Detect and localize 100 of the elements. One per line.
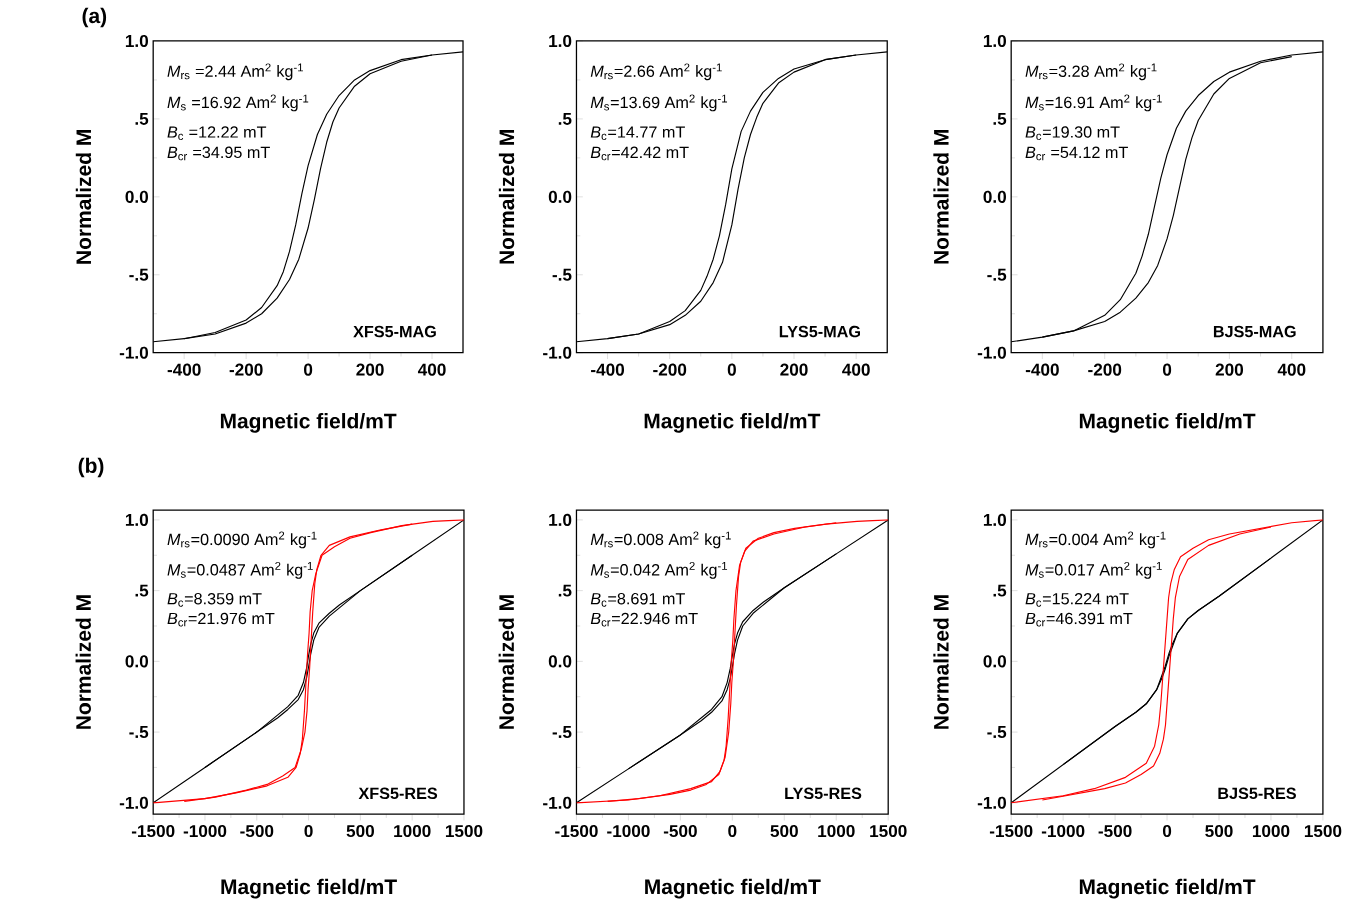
annotation: XFS5-RES bbox=[358, 787, 438, 800]
x-tick-label: -200 bbox=[653, 363, 687, 376]
annotation: B$_{cr}$=22.946 mT bbox=[590, 612, 698, 627]
y-tick-label: .5 bbox=[993, 113, 1007, 126]
annotation: M$_{rs}$=0.004 Am$^{2}$ kg$^{-1}$ bbox=[1025, 531, 1166, 549]
annotation: B$_{c}$=15.224 mT bbox=[1025, 593, 1129, 607]
x-tick-label: -1000 bbox=[607, 825, 650, 838]
y-tick-label: .5 bbox=[558, 113, 572, 126]
annotation: B$_{cr}$=46.391 mT bbox=[1025, 612, 1133, 627]
y-axis-title: Normalized M bbox=[498, 595, 515, 729]
annotation: M$_{rs}$=2.66 Am$^{2}$ kg$^{-1}$ bbox=[590, 63, 722, 81]
y-tick-label: 0.0 bbox=[548, 655, 572, 668]
x-tick-label: 0 bbox=[728, 825, 737, 838]
y-tick-label: 1.0 bbox=[549, 35, 572, 48]
x-tick-label: -1000 bbox=[1041, 825, 1085, 838]
annotation: M$_{s}$ =16.92 Am$^{2}$ kg$^{-1}$ bbox=[167, 94, 309, 112]
annotation: BJS5-RES bbox=[1218, 787, 1296, 800]
y-tick-label: -1.0 bbox=[543, 796, 572, 809]
y-tick-label: -1.0 bbox=[119, 346, 148, 359]
annotation: B$_{c}$=14.77 mT bbox=[590, 126, 685, 141]
annotation: B$_{c}$=8.359 mT bbox=[167, 593, 262, 607]
x-tick-label: -400 bbox=[1025, 363, 1059, 376]
y-tick-label: 0.0 bbox=[125, 190, 148, 204]
chart-title: (b) bbox=[78, 457, 104, 478]
x-tick-label: 0 bbox=[1162, 825, 1172, 838]
annotation: M$_{rs}$=3.28 Am$^{2}$ kg$^{-1}$ bbox=[1025, 63, 1157, 81]
y-tick-label: 1.0 bbox=[125, 35, 148, 48]
x-axis-title: Magnetic field/mT bbox=[644, 413, 821, 433]
x-axis-title: Magnetic field/mT bbox=[1079, 878, 1256, 899]
y-tick-label: .5 bbox=[135, 584, 149, 597]
x-tick-label: 1500 bbox=[1304, 825, 1342, 838]
x-tick-label: -500 bbox=[1098, 825, 1132, 838]
x-tick-label: 1500 bbox=[870, 825, 907, 838]
x-tick-label: 0 bbox=[727, 363, 736, 376]
y-tick-label: 1.0 bbox=[549, 513, 572, 527]
x-tick-label: -500 bbox=[240, 825, 274, 838]
y-tick-label: 1.0 bbox=[983, 35, 1006, 48]
y-axis-title: Normalized M bbox=[933, 595, 949, 729]
x-tick-label: 200 bbox=[356, 363, 384, 376]
x-tick-label: 400 bbox=[417, 363, 446, 376]
y-tick-label: .5 bbox=[558, 584, 572, 597]
annotation: M$_{rs}$ =2.44 Am$^{2}$ kg$^{-1}$ bbox=[167, 63, 303, 81]
x-tick-label: -200 bbox=[229, 363, 263, 376]
y-axis-title: Normalized M bbox=[75, 595, 91, 729]
x-tick-label: 500 bbox=[1205, 825, 1233, 838]
annotation: B$_{c}$=8.691 mT bbox=[590, 593, 685, 607]
x-tick-label: 1000 bbox=[818, 825, 855, 838]
y-tick-label: -.5 bbox=[129, 726, 149, 739]
annotation: M$_{s}$=16.91 Am$^{2}$ kg$^{-1}$ bbox=[1025, 94, 1162, 112]
x-tick-label: 0 bbox=[304, 363, 313, 376]
annotation: B$_{c}$=19.30 mT bbox=[1025, 126, 1120, 141]
y-tick-label: 0.0 bbox=[125, 655, 148, 668]
x-tick-label: 500 bbox=[346, 825, 374, 838]
annotation: B$_{cr}$ =34.95 mT bbox=[167, 146, 270, 161]
x-axis-title: Magnetic field/mT bbox=[221, 878, 397, 899]
annotation: LYS5-MAG bbox=[779, 325, 860, 338]
annotation: XFS5-MAG bbox=[353, 325, 436, 338]
y-tick-label: -.5 bbox=[987, 726, 1007, 739]
x-axis-title: Magnetic field/mT bbox=[220, 413, 397, 433]
annotation: BJS5-MAG bbox=[1213, 325, 1296, 338]
x-tick-label: 200 bbox=[1215, 363, 1244, 376]
y-tick-label: -1.0 bbox=[977, 796, 1006, 809]
y-tick-label: -.5 bbox=[129, 268, 149, 281]
x-tick-label: 0 bbox=[1162, 363, 1172, 376]
y-tick-label: 0.0 bbox=[548, 190, 572, 204]
x-tick-label: 1000 bbox=[394, 825, 431, 838]
y-tick-label: -.5 bbox=[987, 268, 1007, 281]
y-tick-label: -.5 bbox=[552, 268, 572, 281]
annotation: M$_{rs}$=0.0090 Am$^{2}$ kg$^{-1}$ bbox=[167, 531, 317, 549]
annotation: M$_{s}$=0.017 Am$^{2}$ kg$^{-1}$ bbox=[1025, 562, 1162, 579]
annotation: B$_{cr}$=42.42 mT bbox=[590, 146, 689, 161]
x-axis-title: Magnetic field/mT bbox=[1079, 413, 1256, 433]
annotation: M$_{rs}$=0.008 Am$^{2}$ kg$^{-1}$ bbox=[590, 531, 731, 549]
x-tick-label: -1500 bbox=[131, 825, 175, 838]
y-tick-label: 1.0 bbox=[125, 513, 148, 527]
x-axis-title: Magnetic field/mT bbox=[645, 878, 821, 899]
annotation: B$_{cr}$ =54.12 mT bbox=[1025, 146, 1128, 161]
y-axis-title: Normalized M bbox=[75, 130, 92, 264]
y-axis-title: Normalized M bbox=[498, 130, 515, 264]
x-tick-label: -1500 bbox=[555, 825, 598, 838]
y-tick-label: -1.0 bbox=[119, 796, 148, 809]
y-tick-label: .5 bbox=[993, 584, 1007, 597]
chart-title: (a) bbox=[82, 7, 107, 28]
y-tick-label: 0.0 bbox=[983, 190, 1006, 204]
y-tick-label: -1.0 bbox=[977, 346, 1006, 359]
y-axis-title: Normalized M bbox=[933, 130, 949, 264]
y-tick-label: 0.0 bbox=[983, 655, 1006, 668]
x-tick-label: 400 bbox=[1277, 363, 1306, 376]
annotation: B$_{cr}$=21.976 mT bbox=[167, 612, 275, 627]
x-tick-label: 1000 bbox=[1252, 825, 1290, 838]
y-tick-label: .5 bbox=[135, 113, 149, 126]
x-tick-label: -200 bbox=[1088, 363, 1122, 376]
x-tick-label: -1500 bbox=[989, 825, 1033, 838]
annotation: M$_{s}$=0.042 Am$^{2}$ kg$^{-1}$ bbox=[590, 562, 728, 579]
y-tick-label: -1.0 bbox=[543, 346, 572, 359]
x-tick-label: 0 bbox=[304, 825, 313, 838]
x-tick-label: 1500 bbox=[445, 825, 483, 838]
y-tick-label: -.5 bbox=[552, 726, 572, 739]
x-tick-label: -1000 bbox=[183, 825, 227, 838]
x-tick-label: 500 bbox=[770, 825, 798, 838]
